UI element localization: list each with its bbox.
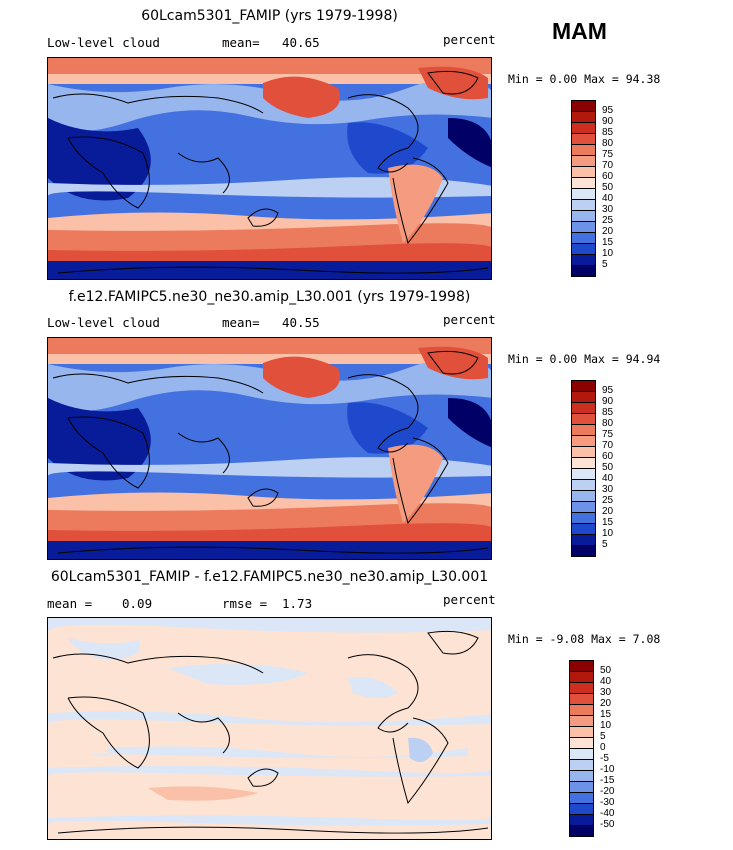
colorbar-label: 30 [600, 687, 612, 698]
colorbar-label: 80 [602, 418, 614, 429]
colorbar-label: 25 [602, 215, 614, 226]
panel-1-map [47, 57, 492, 280]
colorbar-label: 80 [602, 138, 614, 149]
panel-3-map-field [48, 618, 491, 839]
colorbar-label: -30 [600, 797, 615, 808]
panel-3-units: percent [443, 592, 496, 607]
colorbar-label: -40 [600, 808, 615, 819]
colorbar-label: 15 [602, 517, 614, 528]
colorbar-label: 0 [600, 742, 606, 753]
colorbar-label: 75 [602, 429, 614, 440]
colorbar-swatch [569, 825, 594, 837]
colorbar-label: 85 [602, 127, 614, 138]
colorbar-label: 5 [600, 731, 606, 742]
colorbar-label: 50 [600, 665, 612, 676]
panel-2-mean-value: 40.55 [282, 315, 320, 330]
colorbar-label: 60 [602, 171, 614, 182]
panel-1-minmax: Min = 0.00 Max = 94.38 [508, 72, 661, 86]
colorbar-label: 30 [602, 204, 614, 215]
colorbar-label: 20 [602, 506, 614, 517]
panel-2-units: percent [443, 312, 496, 327]
colorbar-label: 70 [602, 440, 614, 451]
season-label: MAM [552, 18, 607, 44]
colorbar-label: -20 [600, 786, 615, 797]
colorbar-label: 15 [602, 237, 614, 248]
colorbar-label: 60 [602, 451, 614, 462]
colorbar-label: 5 [602, 259, 608, 270]
colorbar-label: 95 [602, 105, 614, 116]
panel-1-variable-label: Low-level cloud [47, 35, 160, 50]
panel-2-mean-label: mean= [222, 315, 260, 330]
colorbar-label: -10 [600, 764, 615, 775]
colorbar-label: 50 [602, 462, 614, 473]
colorbar-label: 40 [600, 676, 612, 687]
panel-1-mean-label: mean= [222, 35, 260, 50]
panel-2-title: f.e12.FAMIPC5.ne30_ne30.amip_L30.001 (yr… [68, 289, 471, 305]
panel-3-title: 60Lcam5301_FAMIP - f.e12.FAMIPC5.ne30_ne… [50, 569, 489, 585]
panel-3-minmax: Min = -9.08 Max = 7.08 [508, 632, 661, 646]
colorbar-label: -50 [600, 819, 615, 830]
panel-3-mean-label: mean = [47, 596, 93, 611]
panel-3-rmse-value: 1.73 [282, 596, 313, 611]
colorbar-label: -5 [600, 753, 609, 764]
panel-2-minmax: Min = 0.00 Max = 94.94 [508, 352, 661, 366]
colorbar-label: 10 [602, 528, 614, 539]
colorbar-label: 40 [602, 193, 614, 204]
colorbar-label: 70 [602, 160, 614, 171]
panel-3-mean-value: 0.09 [122, 596, 153, 611]
colorbar-label: 15 [600, 709, 612, 720]
colorbar-label: 20 [600, 698, 612, 709]
panel-2-variable-label: Low-level cloud [47, 315, 160, 330]
panel-3-map [47, 617, 492, 840]
colorbar-label: 30 [602, 484, 614, 495]
colorbar-label: 85 [602, 407, 614, 418]
colorbar-label: -15 [600, 775, 615, 786]
colorbar-swatch [571, 545, 596, 557]
panel-1-title: 60Lcam5301_FAMIP (yrs 1979-1998) [141, 8, 398, 24]
colorbar-label: 90 [602, 116, 614, 127]
panel-1-map-field [48, 58, 491, 279]
panel-3-rmse-label: rmse = [222, 596, 268, 611]
panel-1-mean-value: 40.65 [282, 35, 320, 50]
colorbar-label: 90 [602, 396, 614, 407]
colorbar-label: 50 [602, 182, 614, 193]
colorbar-label: 10 [602, 248, 614, 259]
colorbar-label: 25 [602, 495, 614, 506]
colorbar-label: 40 [602, 473, 614, 484]
panel-2-map-field [48, 338, 491, 559]
colorbar-swatch [571, 265, 596, 277]
colorbar-label: 75 [602, 149, 614, 160]
colorbar-label: 20 [602, 226, 614, 237]
panel-1-units: percent [443, 32, 496, 47]
panel-2-map [47, 337, 492, 560]
colorbar-label: 95 [602, 385, 614, 396]
colorbar-label: 10 [600, 720, 612, 731]
colorbar-label: 5 [602, 539, 608, 550]
